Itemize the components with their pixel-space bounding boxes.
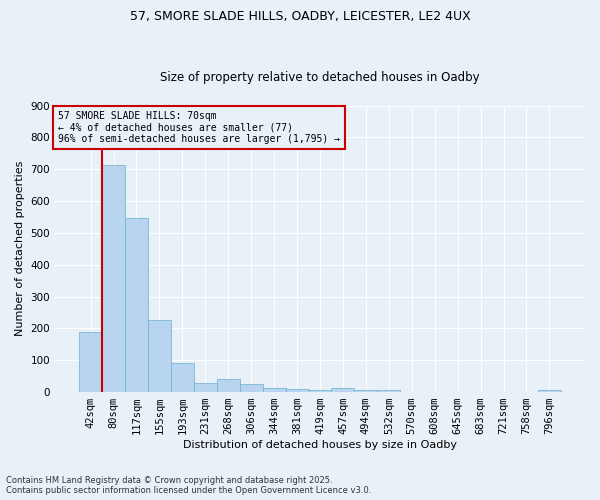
Bar (240, 384, 263, 392)
Bar (148, 320, 171, 392)
Bar (79, 332, 102, 392)
Text: 57, SMORE SLADE HILLS, OADBY, LEICESTER, LE2 4UX: 57, SMORE SLADE HILLS, OADBY, LEICESTER,… (130, 10, 470, 23)
Bar (102, 165, 125, 392)
Bar (538, 390, 561, 392)
Bar (377, 390, 400, 392)
Y-axis label: Number of detached properties: Number of detached properties (15, 161, 25, 336)
X-axis label: Distribution of detached houses by size in Oadby: Distribution of detached houses by size … (183, 440, 457, 450)
Bar (331, 388, 355, 392)
Bar (286, 389, 308, 392)
Bar (308, 390, 331, 392)
Bar (263, 388, 286, 392)
Text: 57 SMORE SLADE HILLS: 70sqm
← 4% of detached houses are smaller (77)
96% of semi: 57 SMORE SLADE HILLS: 70sqm ← 4% of deta… (58, 111, 340, 144)
Bar (217, 380, 240, 392)
Bar (125, 218, 148, 392)
Text: Contains HM Land Registry data © Crown copyright and database right 2025.
Contai: Contains HM Land Registry data © Crown c… (6, 476, 371, 495)
Bar (171, 364, 194, 392)
Bar (194, 382, 217, 392)
Title: Size of property relative to detached houses in Oadby: Size of property relative to detached ho… (160, 70, 480, 84)
Bar (355, 390, 377, 392)
